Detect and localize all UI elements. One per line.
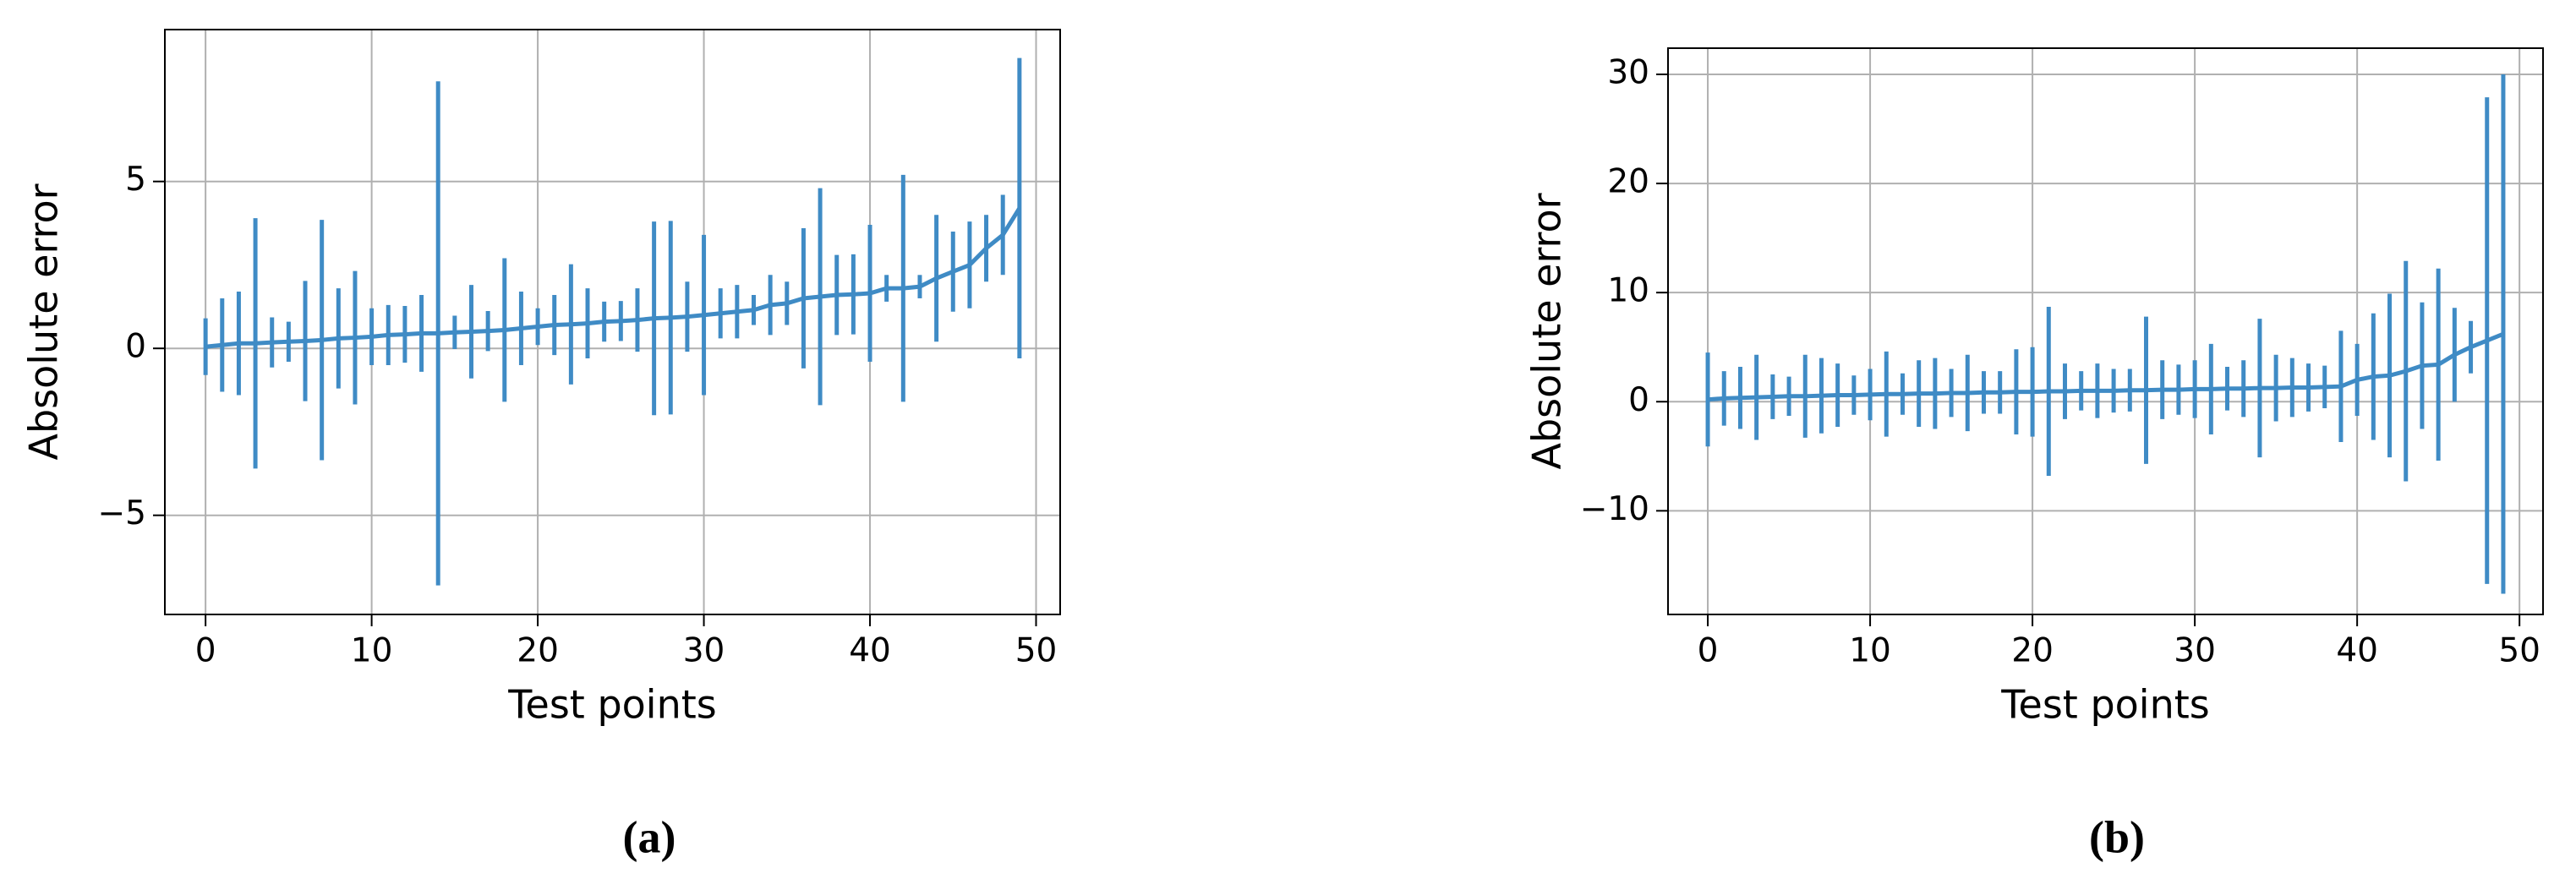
y-axis-label: Absolute error xyxy=(21,183,67,460)
y-tick-label: 10 xyxy=(1607,272,1649,310)
y-tick-label: 0 xyxy=(1628,381,1649,419)
x-tick-label: 10 xyxy=(351,632,393,670)
x-tick-label: 30 xyxy=(683,632,725,670)
chart: 0 10 20 30 40 50 −10 0 10 20 30 Test points Absolute… xyxy=(1524,47,2544,862)
x-tick-label: 50 xyxy=(2498,632,2540,670)
y-axis-label: Absolute error xyxy=(1524,193,1570,469)
y-tick-label: 5 xyxy=(125,161,146,199)
y-tick-label: 30 xyxy=(1607,53,1649,91)
x-tick-label: 40 xyxy=(2336,632,2378,670)
x-axis-label: Test points xyxy=(507,682,717,728)
chart: 0 10 20 30 40 50 −5 0 5 Test points Absolute error… xyxy=(21,29,1061,862)
x-tick-label: 50 xyxy=(1015,632,1058,670)
y-tick-label: 0 xyxy=(125,328,146,366)
caption: (a) xyxy=(623,811,676,862)
x-axis-label: Test points xyxy=(2000,682,2210,728)
y-tick-label: −10 xyxy=(1580,490,1649,528)
axes-frame xyxy=(1667,47,2544,615)
caption: (b) xyxy=(2089,811,2145,862)
x-tick-label: 40 xyxy=(849,632,891,670)
x-tick-label: 0 xyxy=(195,632,216,670)
x-tick-label: 0 xyxy=(1698,632,1719,670)
y-tick-label: 20 xyxy=(1607,163,1649,201)
axes-frame xyxy=(164,29,1061,615)
y-tick-label: −5 xyxy=(98,494,147,532)
x-tick-label: 10 xyxy=(1849,632,1891,670)
x-tick-label: 20 xyxy=(2011,632,2054,670)
x-tick-label: 30 xyxy=(2174,632,2216,670)
x-tick-label: 20 xyxy=(517,632,559,670)
mean-line xyxy=(205,206,1021,349)
mean-line xyxy=(1707,331,2504,402)
